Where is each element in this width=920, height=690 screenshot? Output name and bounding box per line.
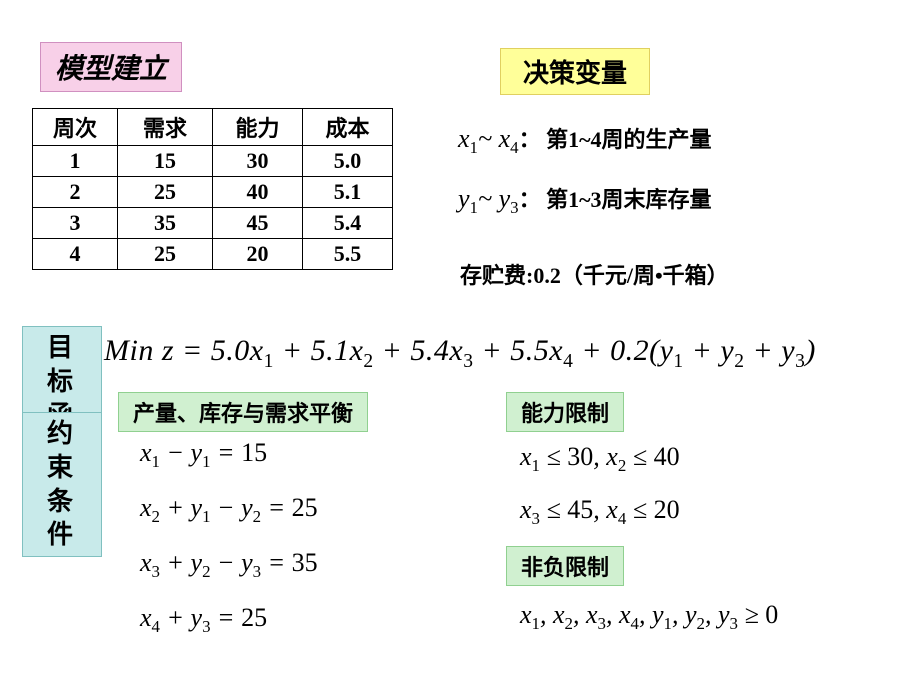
objective-function: Min z = 5.0x1 + 5.1x2 + 5.4x3 + 5.5x4 + … bbox=[104, 334, 816, 373]
decision-y-line: y1~ y3： 第1~3周末库存量 bbox=[458, 182, 712, 218]
cell: 30 bbox=[213, 146, 303, 177]
cell: 20 bbox=[213, 239, 303, 270]
cell: 5.1 bbox=[303, 177, 393, 208]
th-capacity: 能力 bbox=[213, 109, 303, 146]
decision-x-text: 第1~4周的生产量 bbox=[546, 127, 711, 152]
table-row: 1 15 30 5.0 bbox=[33, 146, 393, 177]
decision-y-text: 第1~3周末库存量 bbox=[546, 187, 711, 212]
cell: 25 bbox=[118, 239, 213, 270]
cell: 1 bbox=[33, 146, 118, 177]
constraint-label: 约束条件 bbox=[22, 412, 102, 557]
nonneg-label: 非负限制 bbox=[506, 546, 624, 586]
capacity-label: 能力限制 bbox=[506, 392, 624, 432]
storage-line: 存贮费:0.2（千元/周•千箱） bbox=[460, 258, 729, 290]
capacity-c1: x1 ≤ 30, x2 ≤ 40 bbox=[520, 442, 680, 476]
cell: 15 bbox=[118, 146, 213, 177]
cell: 2 bbox=[33, 177, 118, 208]
table-header-row: 周次 需求 能力 成本 bbox=[33, 109, 393, 146]
cell: 40 bbox=[213, 177, 303, 208]
cell: 4 bbox=[33, 239, 118, 270]
balance-c2: x2 + y1 − y2 = 25 bbox=[140, 493, 318, 527]
storage-label: 存贮费: bbox=[460, 263, 533, 288]
cell: 45 bbox=[213, 208, 303, 239]
cell: 3 bbox=[33, 208, 118, 239]
balance-c3: x3 + y2 − y3 = 35 bbox=[140, 548, 318, 582]
table-row: 2 25 40 5.1 bbox=[33, 177, 393, 208]
th-week: 周次 bbox=[33, 109, 118, 146]
table-row: 3 35 45 5.4 bbox=[33, 208, 393, 239]
title-decision: 决策变量 bbox=[500, 48, 650, 95]
capacity-c2: x3 ≤ 45, x4 ≤ 20 bbox=[520, 495, 680, 529]
nonneg-constraint: x1, x2, x3, x4, y1, y2, y3 ≥ 0 bbox=[520, 600, 778, 634]
table-row: 4 25 20 5.5 bbox=[33, 239, 393, 270]
cell: 35 bbox=[118, 208, 213, 239]
balance-c1: x1 − y1 = 15 bbox=[140, 438, 267, 472]
cell: 5.4 bbox=[303, 208, 393, 239]
title-model: 模型建立 bbox=[40, 42, 182, 92]
cell: 5.0 bbox=[303, 146, 393, 177]
data-table: 周次 需求 能力 成本 1 15 30 5.0 2 25 40 5.1 3 35… bbox=[32, 108, 393, 270]
decision-x-line: x1~ x4： 第1~4周的生产量 bbox=[458, 122, 712, 158]
th-demand: 需求 bbox=[118, 109, 213, 146]
balance-c4: x4 + y3 = 25 bbox=[140, 603, 267, 637]
th-cost: 成本 bbox=[303, 109, 393, 146]
cell: 25 bbox=[118, 177, 213, 208]
balance-label: 产量、库存与需求平衡 bbox=[118, 392, 368, 432]
storage-value: 0.2（千元/周•千箱） bbox=[533, 263, 728, 288]
cell: 5.5 bbox=[303, 239, 393, 270]
